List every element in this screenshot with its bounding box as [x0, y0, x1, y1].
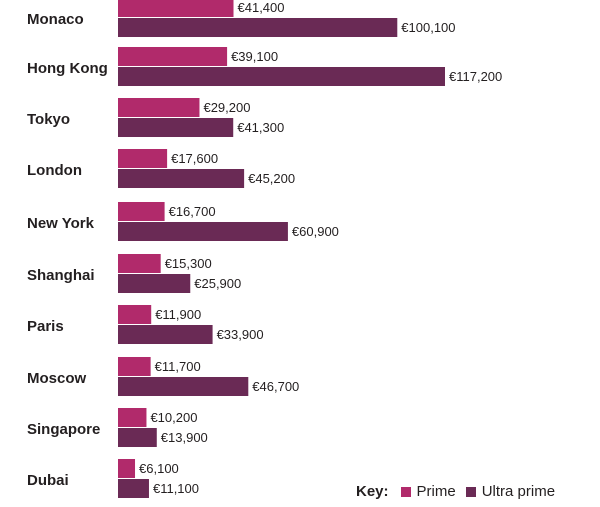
data-label-prime-dubai: €6,100: [139, 461, 179, 476]
category-label-singapore: Singapore: [27, 421, 100, 438]
data-label-ultra-prime-moscow: €46,700: [252, 379, 299, 394]
category-label-moscow: Moscow: [27, 370, 87, 387]
bar-ultra-prime-moscow: [118, 377, 249, 396]
legend-label-prime: Prime: [416, 483, 456, 500]
category-label-hong-kong: Hong Kong: [27, 60, 108, 77]
category-label-dubai: Dubai: [27, 472, 69, 489]
category-label-shanghai: Shanghai: [27, 267, 95, 284]
category-label-new-york: New York: [27, 215, 95, 232]
data-label-prime-moscow: €11,700: [155, 359, 201, 374]
data-label-prime-monaco: €41,400: [238, 0, 285, 15]
data-label-ultra-prime-singapore: €13,900: [161, 430, 208, 445]
data-label-ultra-prime-hong-kong: €117,200: [449, 69, 502, 84]
bar-prime-london: [118, 149, 168, 168]
bar-prime-shanghai: [118, 254, 161, 273]
bar-prime-monaco: [118, 0, 234, 17]
category-label-monaco: Monaco: [27, 11, 84, 28]
bar-prime-hong-kong: [118, 47, 228, 66]
bar-ultra-prime-tokyo: [118, 118, 234, 137]
bar-prime-singapore: [118, 408, 147, 427]
bar-prime-paris: [118, 305, 152, 324]
legend-swatch-prime: [400, 486, 411, 497]
data-label-prime-tokyo: €29,200: [203, 100, 250, 115]
data-label-ultra-prime-paris: €33,900: [217, 327, 264, 342]
legend-swatch-ultra-prime: [465, 486, 476, 497]
data-label-ultra-prime-london: €45,200: [248, 171, 295, 186]
bar-prime-new-york: [118, 202, 165, 221]
data-label-prime-london: €17,600: [171, 151, 218, 166]
bar-ultra-prime-hong-kong: [118, 67, 445, 86]
data-label-prime-shanghai: €15,300: [165, 256, 212, 271]
data-label-ultra-prime-monaco: €100,100: [401, 20, 455, 35]
bar-ultra-prime-singapore: [118, 428, 157, 447]
data-label-ultra-prime-dubai: €11,100: [153, 481, 199, 496]
data-label-prime-new-york: €16,700: [169, 204, 216, 219]
bar-ultra-prime-new-york: [118, 222, 288, 241]
chart-legend: Key: Prime Ultra prime: [356, 483, 565, 500]
legend-item-prime: Prime: [400, 483, 456, 500]
bar-ultra-prime-dubai: [118, 479, 149, 498]
bar-prime-tokyo: [118, 98, 200, 117]
legend-label-ultra-prime: Ultra prime: [481, 483, 556, 500]
bar-ultra-prime-monaco: [118, 18, 398, 37]
bar-prime-dubai: [118, 459, 136, 478]
category-label-paris: Paris: [27, 318, 64, 335]
data-label-prime-singapore: €10,200: [150, 410, 197, 425]
data-label-ultra-prime-tokyo: €41,300: [237, 120, 284, 135]
category-label-london: London: [27, 162, 82, 179]
data-label-prime-paris: €11,900: [155, 307, 201, 322]
data-label-ultra-prime-shanghai: €25,900: [194, 276, 241, 291]
bar-prime-moscow: [118, 357, 151, 376]
data-label-prime-hong-kong: €39,100: [231, 49, 278, 64]
data-label-ultra-prime-new-york: €60,900: [292, 224, 339, 239]
legend-item-ultra-prime: Ultra prime: [465, 483, 556, 500]
legend-title: Key:: [356, 483, 389, 500]
bar-ultra-prime-london: [118, 169, 245, 188]
bar-ultra-prime-paris: [118, 325, 213, 344]
bar-ultra-prime-shanghai: [118, 274, 191, 293]
category-label-tokyo: Tokyo: [27, 111, 70, 128]
